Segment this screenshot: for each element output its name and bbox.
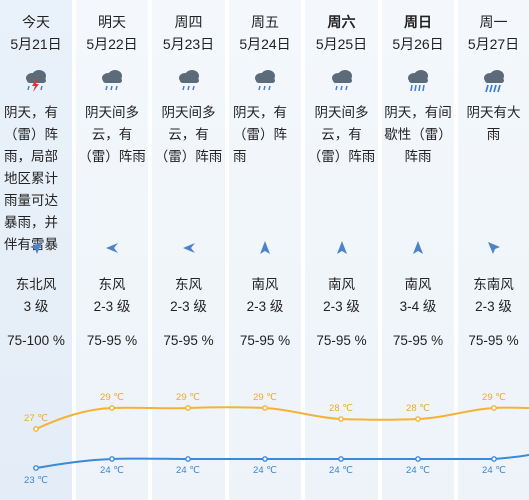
wind-direction: 南风 — [404, 277, 432, 292]
low-temp-point — [185, 456, 191, 462]
low-temp-label: 24 ℃ — [176, 465, 200, 476]
southeast-arrow-icon — [487, 242, 500, 254]
day-of-week: 今天 — [22, 14, 50, 30]
day-of-week: 周一 — [479, 14, 508, 30]
day-of-week: 周日 — [404, 14, 432, 30]
low-temp-points — [33, 456, 497, 471]
high-temp-point — [415, 416, 421, 422]
showers-icon — [408, 70, 428, 92]
weather-description: 阴天，有（雷）阵雨，局部地区累计雨量可达暴雨，并伴有雷暴 — [4, 105, 58, 252]
low-temp-label: 24 ℃ — [329, 465, 353, 476]
humidity: 75-95 % — [468, 333, 519, 348]
wind-level: 3 级 — [23, 299, 49, 314]
high-temp-line — [35, 406, 529, 430]
wind-level: 2-3 级 — [246, 299, 284, 314]
south-arrow-icon — [413, 241, 423, 254]
day-of-week: 明天 — [98, 14, 126, 30]
day-of-week: 周五 — [251, 14, 279, 30]
day-of-week: 周四 — [174, 14, 203, 30]
low-temp-label: 24 ℃ — [406, 465, 430, 476]
wind-direction: 东风 — [175, 277, 202, 292]
day-date: 5月24日 — [239, 36, 291, 52]
thunderstorm-with-lightning-icon — [26, 70, 46, 92]
high-temp-point — [262, 405, 268, 411]
south-arrow-icon — [336, 241, 347, 254]
high-temp-label: 29 ℃ — [100, 392, 124, 403]
east-arrow-icon — [182, 243, 195, 253]
high-temp-label: 28 ℃ — [406, 403, 430, 414]
day-date: 5月26日 — [392, 36, 444, 52]
high-temp-label: 28 ℃ — [329, 403, 353, 414]
wind-direction: 东北风 — [15, 277, 57, 292]
high-temp-points — [33, 405, 497, 432]
thunder-shower-icon — [102, 70, 122, 91]
low-temp-point — [338, 456, 344, 462]
wind-direction: 东风 — [98, 277, 126, 292]
low-temp-label: 24 ℃ — [100, 465, 124, 476]
day-date: 5月27日 — [467, 36, 520, 52]
humidity: 75-95 % — [392, 333, 444, 348]
thunder-shower-icon — [255, 70, 275, 91]
low-temp-label: 24 ℃ — [482, 465, 506, 476]
wind-direction: 东南风 — [473, 277, 514, 292]
low-temp-point — [262, 456, 268, 462]
heavy-rain-icon — [483, 70, 504, 93]
humidity: 75-100 % — [7, 333, 65, 348]
wind-direction: 南风 — [328, 277, 355, 292]
day-date: 5月25日 — [315, 36, 368, 52]
wind-level: 2-3 级 — [93, 299, 131, 314]
low-temp-point — [491, 456, 497, 462]
high-temp-point — [185, 405, 191, 411]
high-temp-label: 29 ℃ — [253, 392, 277, 403]
forecast-day-column[interactable]: 周四 5月23日 阴天间多云，有（雷）阵雨 东风 2-3 级 75-95 % — [152, 0, 225, 500]
humidity: 75-95 % — [86, 333, 138, 348]
wind-level: 2-3 级 — [475, 299, 512, 314]
south-arrow-icon — [260, 241, 270, 254]
weather-description: 阴天间多云，有（雷）阵雨 — [307, 105, 376, 164]
weather-description: 阴天，有（雷）阵雨 — [233, 105, 287, 164]
low-temp-point — [109, 456, 115, 462]
day-of-week: 周六 — [327, 14, 356, 30]
wind-direction: 南风 — [251, 277, 279, 292]
wind-level: 3-4 级 — [399, 299, 437, 314]
weather-description: 阴天间多云，有（雷）阵雨 — [78, 105, 146, 164]
low-temp-point — [415, 456, 421, 462]
humidity: 75-95 % — [239, 333, 291, 348]
weather-description: 阴天间多云，有（雷）阵雨 — [154, 105, 223, 164]
forecast-day-column[interactable]: 周一 5月27日 阴天有大雨 东南风 2-3 级 75-95 % — [458, 0, 529, 500]
humidity: 75-95 % — [316, 333, 367, 348]
forecast-day-column[interactable]: 周五 5月24日 阴天，有（雷）阵雨 南风 2-3 级 75-95 % — [229, 0, 301, 500]
low-temp-label: 23 ℃ — [24, 475, 48, 486]
thunder-shower-icon — [178, 70, 199, 91]
high-temp-point — [33, 426, 39, 432]
low-temp-label: 24 ℃ — [253, 465, 277, 476]
humidity: 75-95 % — [163, 333, 214, 348]
weather-description: 阴天有大雨 — [466, 105, 521, 142]
day-date: 5月21日 — [10, 36, 62, 52]
day-date: 5月23日 — [162, 36, 215, 52]
wind-level: 2-3 级 — [170, 299, 207, 314]
high-temp-label: 27 ℃ — [24, 413, 48, 424]
temperature-chart: 27 ℃ 29 ℃ 29 ℃ 29 ℃ 28 ℃ 28 ℃ 29 ℃ 23 ℃ … — [24, 392, 529, 486]
northeast-arrow-icon — [30, 242, 42, 254]
high-temp-point — [109, 405, 115, 411]
forecast-day-column[interactable]: 明天 5月22日 阴天间多云，有（雷）阵雨 东风 2-3 级 75-95 % — [76, 0, 148, 500]
day-date: 5月22日 — [86, 36, 138, 52]
high-temp-point — [491, 405, 497, 411]
high-temp-label: 29 ℃ — [482, 392, 506, 403]
forecast-day-column[interactable]: 今天 5月21日 阴天，有（雷）阵雨，局部地区累计雨量可达暴雨，并伴有雷暴 东北… — [0, 0, 72, 500]
thunder-shower-icon — [331, 70, 352, 91]
high-temp-point — [338, 416, 344, 422]
east-arrow-icon — [106, 243, 118, 253]
high-temp-label: 29 ℃ — [176, 392, 200, 403]
low-temp-point — [33, 465, 39, 471]
weather-description: 阴天，有间歇性（雷）阵雨 — [384, 105, 452, 164]
forecast-day-column[interactable]: 周日 5月26日 阴天，有间歇性（雷）阵雨 南风 3-4 级 75-95 % — [382, 0, 454, 500]
wind-level: 2-3 级 — [323, 299, 360, 314]
low-temp-line — [35, 454, 529, 469]
